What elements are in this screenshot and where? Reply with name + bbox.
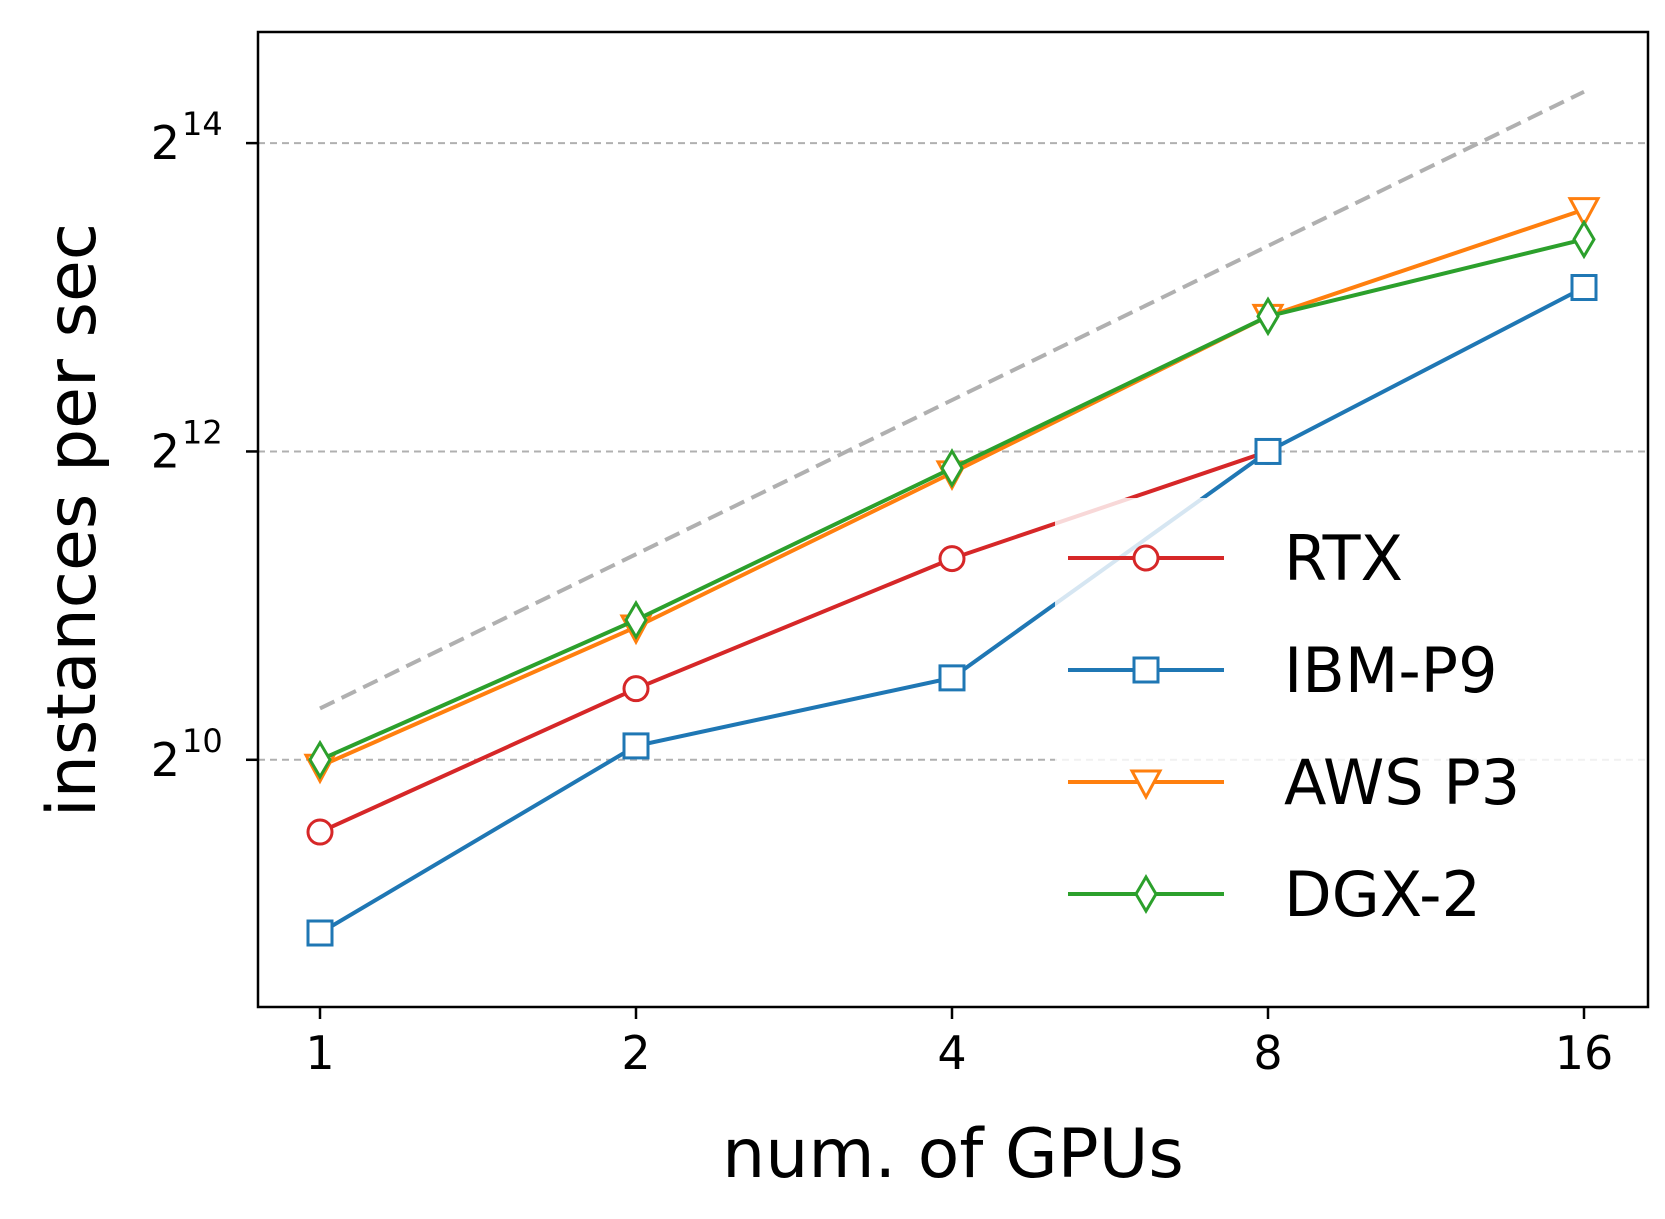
x-tick-label: 4 — [937, 1026, 966, 1080]
data-point-dgx-2 — [1256, 296, 1280, 337]
x-tick-label: 16 — [1555, 1026, 1614, 1080]
x-axis-label: num. of GPUs — [722, 1115, 1184, 1194]
legend-label-rtx: RTX — [1284, 522, 1403, 595]
data-point-ibm-p9 — [1254, 437, 1282, 465]
legend-label-aws-p3: AWS P3 — [1284, 746, 1520, 819]
legend-item-aws-p3: AWS P3 — [1068, 746, 1520, 819]
data-point-ibm-p9 — [622, 732, 650, 760]
data-point-rtx — [938, 545, 966, 573]
data-point-ibm-p9 — [938, 664, 966, 692]
data-point-ibm-p9 — [306, 919, 334, 947]
y-tick-label-base: 2 — [151, 733, 180, 787]
y-tick-label-exponent: 12 — [182, 413, 223, 451]
legend-marker-rtx — [1132, 544, 1160, 572]
data-point-rtx — [622, 675, 650, 703]
series-ibm-p9 — [306, 274, 1598, 947]
data-point-dgx-2 — [308, 739, 332, 780]
ideal-line-layer — [319, 89, 1585, 711]
x-axis-ticks: 1 2 4 8 16 — [305, 1007, 1613, 1080]
y-tick-label-exponent: 10 — [182, 722, 223, 760]
ideal-scaling-line — [319, 89, 1585, 711]
legend-label-dgx-2: DGX-2 — [1284, 858, 1481, 931]
y-axis-label: instances per sec — [33, 223, 112, 817]
x-tick-label: 1 — [305, 1026, 334, 1080]
legend-marker-dgx-2 — [1134, 874, 1158, 914]
legend-marker-ibm-p9 — [1132, 656, 1160, 684]
y-tick-label-base: 2 — [151, 424, 180, 478]
data-point-ibm-p9 — [1570, 274, 1598, 302]
y-tick-label-exponent: 14 — [182, 105, 223, 143]
legend-label-ibm-p9: IBM-P9 — [1284, 634, 1498, 707]
x-tick-label: 8 — [1253, 1026, 1282, 1080]
data-point-rtx — [306, 818, 334, 846]
legend-item-ibm-p9: IBM-P9 — [1068, 634, 1498, 707]
legend-background — [1055, 498, 1655, 948]
data-point-dgx-2 — [1572, 219, 1596, 260]
y-axis-ticks: 2 102 122 14 — [151, 105, 258, 787]
legend-marker-aws-p3 — [1129, 769, 1163, 801]
data-point-aws-p3 — [1567, 197, 1601, 228]
data-point-dgx-2 — [940, 448, 964, 489]
y-tick-label-base: 2 — [151, 116, 180, 170]
legend-item-rtx: RTX — [1068, 522, 1403, 595]
legend-item-dgx-2: DGX-2 — [1068, 858, 1481, 931]
series-dgx-2 — [308, 219, 1596, 780]
x-tick-label: 2 — [621, 1026, 650, 1080]
data-point-dgx-2 — [624, 600, 648, 640]
legend: RTX IBM-P9 AWS P3 DGX-2 — [1068, 522, 1520, 931]
